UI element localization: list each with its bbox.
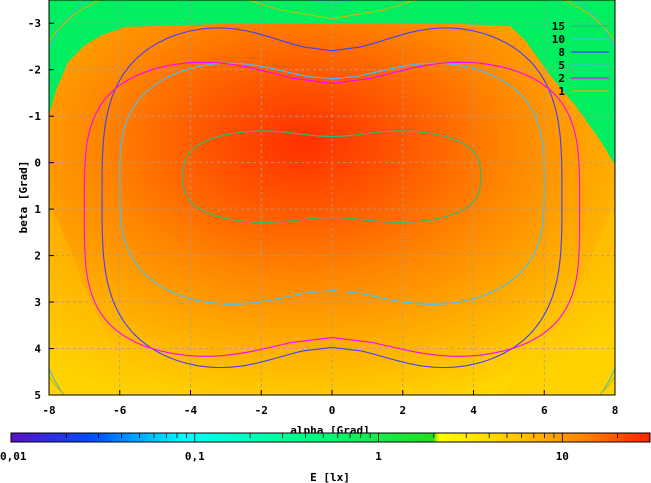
- legend-label: 2: [558, 72, 565, 85]
- colorbar-tick-label: 10: [556, 450, 569, 463]
- contour-15: [182, 130, 482, 223]
- x-tick-label: 8: [612, 404, 619, 417]
- legend-label: 8: [558, 46, 565, 59]
- colorbar-ticks: 0,01 0,1 1 10: [0, 433, 651, 463]
- legend-label: 5: [558, 59, 565, 72]
- y-axis: -3 -2 -1 0 1 2 3 4 5: [28, 17, 54, 402]
- colorbar-tick-label: 0,01: [0, 450, 27, 463]
- y-tick-label: -2: [28, 64, 41, 77]
- x-tick-label: 4: [470, 404, 477, 417]
- x-tick-label: 6: [541, 404, 548, 417]
- y-tick-label: 3: [34, 296, 41, 309]
- y-tick-label: 1: [34, 203, 41, 216]
- x-tick-label: 2: [399, 404, 406, 417]
- x-tick-label: -4: [184, 404, 198, 417]
- x-tick-label: -6: [113, 404, 127, 417]
- mid-region-right: [500, 200, 615, 395]
- legend-label: 1: [558, 85, 565, 98]
- x-tick-label: -2: [255, 404, 268, 417]
- colorbar-tick-label: 1: [375, 450, 382, 463]
- y-tick-label: 4: [34, 343, 41, 356]
- colorbar-label: E [lx]: [310, 471, 350, 483]
- colorbar: 0,01 0,1 1 10 E [lx]: [0, 432, 651, 483]
- y-tick-label: 5: [34, 389, 41, 402]
- contour-10: [119, 62, 545, 305]
- contour-2: [83, 61, 581, 357]
- y-tick-label: 0: [34, 157, 41, 170]
- x-tick-label: 0: [329, 404, 336, 417]
- legend-label: 15: [552, 20, 565, 33]
- contour-8: [101, 27, 563, 369]
- legend-label: 10: [552, 33, 565, 46]
- x-axis: -8 -6 -4 -2 0 2 4 6 8: [42, 390, 618, 417]
- x-tick-label: -8: [42, 404, 55, 417]
- y-tick-label: -3: [28, 17, 41, 30]
- contour-lines: [49, 0, 615, 395]
- grid: [49, 0, 615, 395]
- y-axis-label: beta [Grad]: [17, 161, 30, 234]
- y-tick-label: -1: [28, 110, 42, 123]
- mid-region: [49, 200, 160, 395]
- plot-area: [49, 0, 615, 395]
- y-tick-label: 2: [34, 250, 41, 263]
- colorbar-tick-label: 0,1: [185, 450, 205, 463]
